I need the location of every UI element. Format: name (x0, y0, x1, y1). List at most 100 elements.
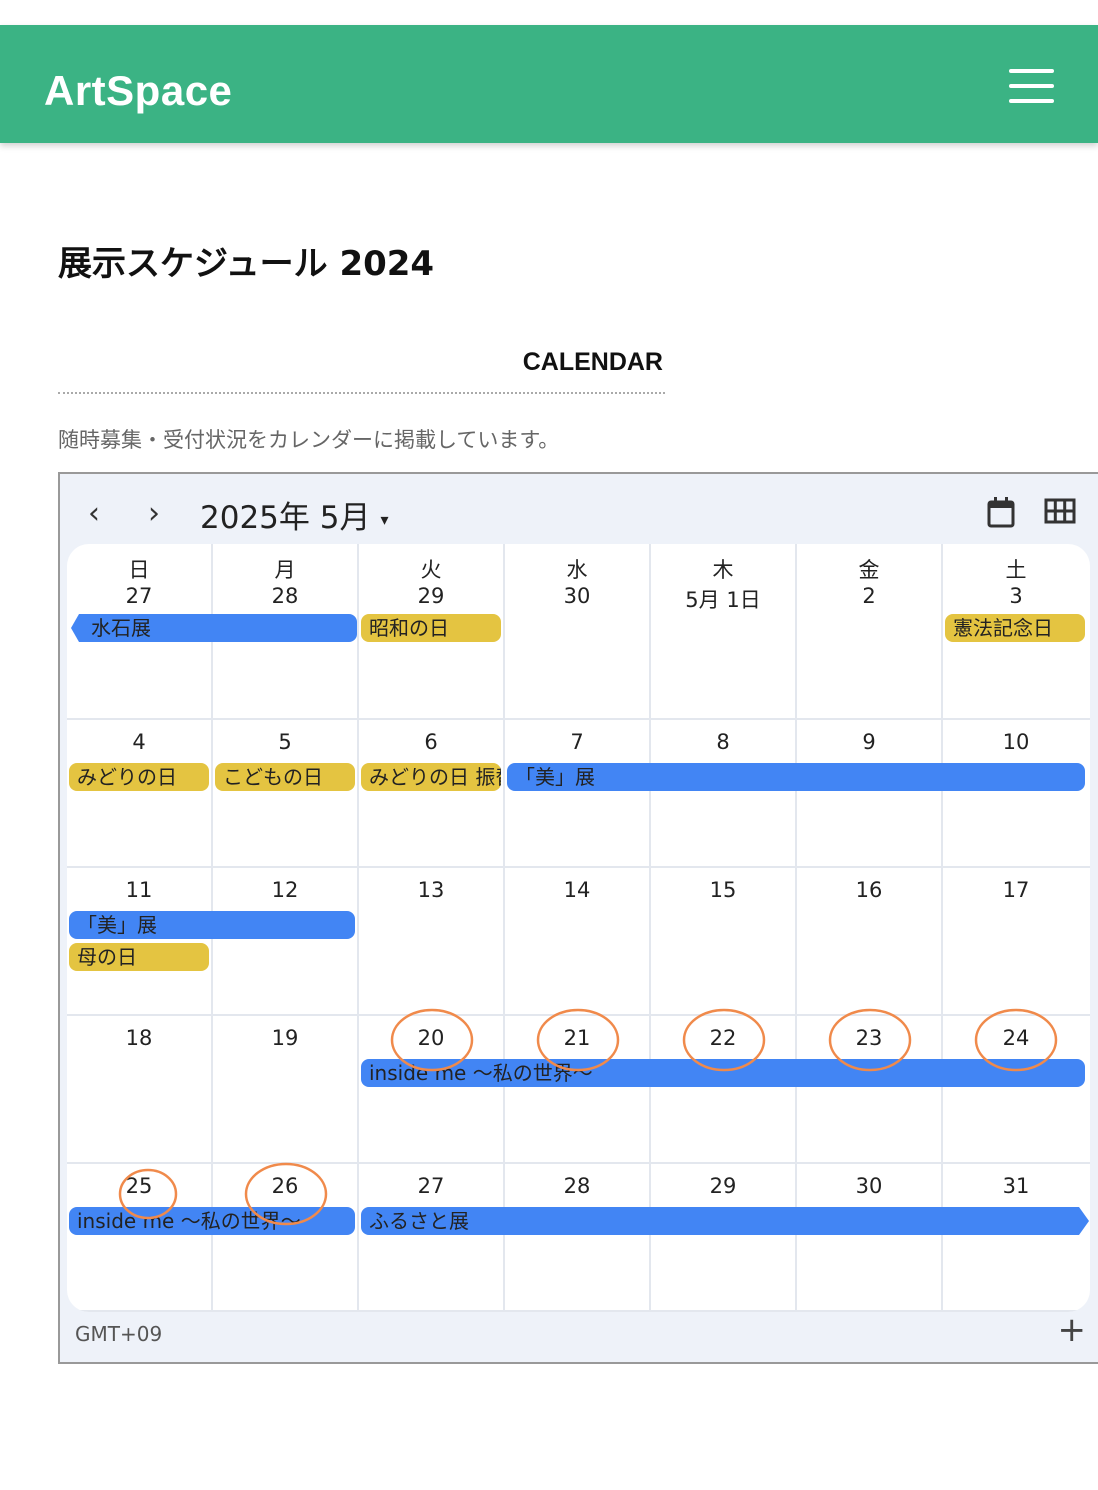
day-cell[interactable]: 27 (359, 1164, 505, 1310)
date-number: 26 (271, 1174, 299, 1198)
date-number: 14 (563, 878, 591, 902)
exhibition-event[interactable]: inside me 〜私の世界〜 (69, 1207, 355, 1235)
timezone-label: GMT+09 (75, 1322, 163, 1346)
description: 随時募集・受付状況をカレンダーに掲載しています。 (58, 428, 560, 452)
weekday-label: 火 (420, 558, 442, 582)
date-number: 24 (1002, 1026, 1030, 1050)
date-number: 27 (125, 584, 153, 608)
date-number: 5月 1日 (685, 588, 761, 612)
date-number: 13 (417, 878, 445, 902)
weekday-label: 金 (858, 558, 880, 582)
month-label: 2025年 5月 (200, 500, 371, 536)
week-row: 11 12 13 14 15 16 17 (67, 868, 1090, 1016)
day-cell[interactable]: 26 (213, 1164, 359, 1310)
date-number: 4 (132, 730, 146, 754)
month-selector[interactable]: 2025年 5月 ▾ (200, 492, 389, 537)
weekday-label: 水 (566, 558, 588, 582)
day-cell[interactable]: 14 (505, 868, 651, 1014)
top-bar: ArtSpace (0, 25, 1098, 143)
day-cell[interactable]: 20 (359, 1016, 505, 1162)
day-cell[interactable]: 7 (505, 720, 651, 866)
week-row: 日 27 月 28 火 29 水 30 木 5月 1日金 2 土 3 (67, 544, 1090, 720)
day-cell[interactable]: 17 (943, 868, 1089, 1014)
next-month-button[interactable]: › (148, 496, 160, 531)
day-cell[interactable]: 11 (67, 868, 213, 1014)
add-event-button[interactable]: + (1057, 1310, 1087, 1350)
page-title: 展示スケジュール 2024 (58, 244, 435, 284)
calendar-icon[interactable] (986, 496, 1016, 532)
holiday-event[interactable]: こどもの日 (215, 763, 355, 791)
date-number: 15 (709, 878, 737, 902)
caret-down-icon: ▾ (380, 510, 389, 529)
date-number: 6 (424, 730, 438, 754)
day-cell[interactable]: 火 29 (359, 544, 505, 718)
date-number: 21 (563, 1026, 591, 1050)
date-number: 8 (716, 730, 730, 754)
date-number: 30 (855, 1174, 883, 1198)
week-row: 18 19 20 21 22 23 24 (67, 1016, 1090, 1164)
day-cell[interactable]: 21 (505, 1016, 651, 1162)
hamburger-icon[interactable] (1009, 69, 1054, 103)
date-number: 11 (125, 878, 153, 902)
weekday-label: 木 (712, 558, 734, 582)
date-number: 27 (417, 1174, 445, 1198)
holiday-event[interactable]: みどりの日 (69, 763, 209, 791)
date-number: 23 (855, 1026, 883, 1050)
date-number: 7 (570, 730, 584, 754)
weekday-label: 月 (274, 558, 296, 582)
day-cell[interactable]: 24 (943, 1016, 1089, 1162)
day-cell[interactable]: 木 5月 1日 (651, 544, 797, 718)
holiday-event[interactable]: 昭和の日 (361, 614, 501, 642)
day-cell[interactable]: 5 (213, 720, 359, 866)
day-cell[interactable]: 16 (797, 868, 943, 1014)
day-cell[interactable]: 13 (359, 868, 505, 1014)
date-number: 20 (417, 1026, 445, 1050)
date-number: 3 (1009, 584, 1023, 608)
logo[interactable]: ArtSpace (44, 67, 233, 114)
day-cell[interactable]: 水 30 (505, 544, 651, 718)
day-cell[interactable]: 15 (651, 868, 797, 1014)
day-cell[interactable]: 8 (651, 720, 797, 866)
day-cell[interactable]: 22 (651, 1016, 797, 1162)
prev-month-button[interactable]: ‹ (88, 496, 100, 531)
week-row: 25 26 27 28 29 30 31 (67, 1164, 1090, 1312)
day-cell[interactable]: 25 (67, 1164, 213, 1310)
day-cell[interactable]: 9 (797, 720, 943, 866)
section-heading: CALENDAR (58, 348, 665, 394)
day-cell[interactable]: 4 (67, 720, 213, 866)
week-row: 4 5 6 7 8 9 10 (67, 720, 1090, 868)
month-grid: 日 27 月 28 火 29 水 30 木 5月 1日金 2 土 3 4 5 6 7 8 9 10 11 12 13 14 15… (67, 544, 1090, 1312)
day-cell[interactable]: 30 (797, 1164, 943, 1310)
holiday-event[interactable]: 母の日 (69, 943, 209, 971)
holiday-event[interactable]: 憲法記念日 (945, 614, 1085, 642)
day-cell[interactable]: 31 (943, 1164, 1089, 1310)
date-number: 9 (862, 730, 876, 754)
holiday-event[interactable]: みどりの日 振替休日 (361, 763, 501, 791)
day-cell[interactable]: 18 (67, 1016, 213, 1162)
day-cell[interactable]: 12 (213, 868, 359, 1014)
exhibition-event[interactable]: 「美」展 (69, 911, 355, 939)
day-cell[interactable]: 23 (797, 1016, 943, 1162)
date-number: 16 (855, 878, 883, 902)
grid-view-icon[interactable] (1044, 496, 1076, 530)
date-number: 5 (278, 730, 292, 754)
weekday-label: 日 (128, 558, 150, 582)
day-cell[interactable]: 10 (943, 720, 1089, 866)
day-cell[interactable]: 19 (213, 1016, 359, 1162)
date-number: 25 (125, 1174, 153, 1198)
day-cell[interactable]: 6 (359, 720, 505, 866)
day-cell[interactable]: 28 (505, 1164, 651, 1310)
date-number: 29 (417, 584, 445, 608)
date-number: 29 (709, 1174, 737, 1198)
day-cell[interactable]: 29 (651, 1164, 797, 1310)
date-number: 19 (271, 1026, 299, 1050)
date-number: 30 (563, 584, 591, 608)
exhibition-event[interactable]: inside me 〜私の世界〜 (361, 1059, 1085, 1087)
exhibition-event[interactable]: ふるさと展 (361, 1207, 1089, 1235)
exhibition-event[interactable]: 水石展 (71, 614, 357, 642)
date-number: 28 (563, 1174, 591, 1198)
exhibition-event[interactable]: 「美」展 (507, 763, 1085, 791)
day-cell[interactable]: 月 28 (213, 544, 359, 718)
